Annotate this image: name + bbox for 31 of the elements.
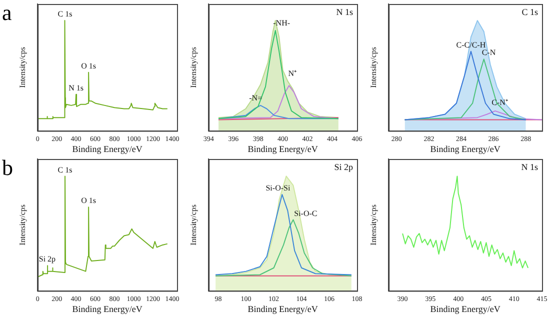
y-axis-title: Intensity/cps — [18, 204, 27, 246]
chart-title: N 1s — [521, 162, 538, 172]
x-axis-title: Binding Energy/eV — [430, 144, 501, 154]
annotation: C 1s — [58, 10, 72, 19]
annotation: N 1s — [68, 84, 84, 93]
chart-title: Si 2p — [334, 162, 354, 172]
text: a — [2, 0, 12, 25]
x-axis-title: Binding Energy/eV — [248, 304, 318, 314]
annotation: C-N⁺ — [492, 98, 508, 107]
text: b — [2, 155, 13, 180]
annotation: -NH- — [273, 18, 290, 28]
y-axis-title: Intensity/cps — [368, 204, 378, 246]
y-axis-title: Intensity/cps — [188, 46, 198, 88]
y-axis-title: Intensity/cps — [188, 204, 198, 246]
annotation: O 1s — [81, 61, 96, 70]
chart-title: C 1s — [522, 6, 538, 17]
annotation: O 1s — [81, 196, 96, 206]
chart-title: N 1s — [336, 6, 354, 17]
y-axis-title: Intensity/cps — [368, 46, 378, 88]
x-axis-title: Binding Energy/eV — [72, 304, 143, 314]
annotation: C 1s — [58, 165, 72, 174]
annotation: Si 2p — [38, 254, 56, 264]
y-axis-title: Intensity/cps — [18, 46, 27, 88]
x-axis-title: Binding Energy/eV — [248, 144, 318, 154]
annotation: Si-O-Si — [266, 184, 291, 193]
annotation: N⁺ — [288, 69, 298, 78]
annotation: Si-O-C — [294, 208, 318, 218]
annotation: C-N — [482, 48, 496, 58]
x-axis-title: Binding Energy/eV — [72, 144, 143, 154]
x-axis-title: Binding Energy/eV — [430, 304, 501, 314]
annotation: C-C/C-H — [456, 40, 486, 50]
